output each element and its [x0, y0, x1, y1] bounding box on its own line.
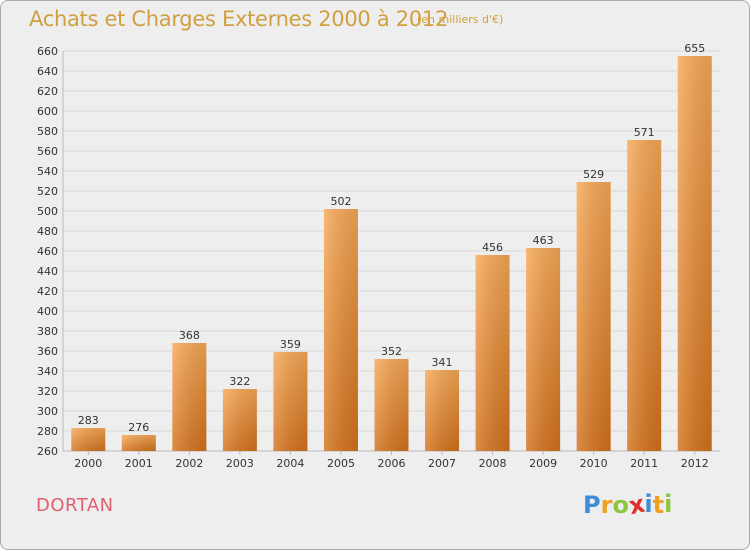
- bar-shade-2011: [627, 140, 662, 451]
- x-tick-label-2007: 2007: [428, 457, 456, 470]
- y-tick-label: 640: [37, 65, 58, 78]
- chart-title: Achats et Charges Externes 2000 à 2012: [29, 7, 449, 31]
- y-tick-label: 280: [37, 425, 58, 438]
- bar-shade-2001: [121, 435, 156, 451]
- y-tick-label: 520: [37, 185, 58, 198]
- y-tick-label: 380: [37, 325, 58, 338]
- bar-shade-2007: [425, 370, 460, 451]
- data-label-2001: 276: [128, 421, 149, 434]
- y-tick-label: 340: [37, 365, 58, 378]
- x-tick-label-2011: 2011: [630, 457, 658, 470]
- x-tick-label-2003: 2003: [226, 457, 254, 470]
- data-label-2002: 368: [179, 329, 200, 342]
- data-label-2012: 655: [684, 42, 705, 55]
- logo-letter: t: [652, 491, 665, 519]
- x-tick-label-2000: 2000: [74, 457, 102, 470]
- y-tick-label: 620: [37, 85, 58, 98]
- bar-shade-2003: [222, 389, 257, 451]
- y-tick-label: 480: [37, 225, 58, 238]
- bar-shade-2008: [475, 255, 510, 451]
- data-label-2011: 571: [634, 126, 655, 139]
- data-label-2003: 322: [229, 375, 250, 388]
- y-tick-label: 360: [37, 345, 58, 358]
- x-tick-label-2008: 2008: [479, 457, 507, 470]
- y-tick-label: 300: [37, 405, 58, 418]
- x-tick-label-2002: 2002: [175, 457, 203, 470]
- logo-letter: i: [664, 490, 673, 518]
- x-tick-label-2004: 2004: [276, 457, 304, 470]
- y-tick-label: 320: [37, 385, 58, 398]
- y-tick-label: 420: [37, 285, 58, 298]
- y-tick-label: 400: [37, 305, 58, 318]
- y-axis-ticks: 260 280 300 320 340 360 380 400 420 440 460 480 500 5…: [37, 45, 58, 458]
- y-tick-label: 660: [37, 45, 58, 58]
- bar-shade-2010: [576, 182, 611, 451]
- bar-shade-2009: [526, 248, 561, 451]
- y-tick-label: 460: [37, 245, 58, 258]
- data-label-2009: 463: [533, 234, 554, 247]
- data-labels: 283 276 368 322 359 502 352 341 456 463 529 571 655: [78, 42, 705, 434]
- proxiti-logo: Proxiti: [583, 490, 673, 521]
- data-label-2008: 456: [482, 241, 503, 254]
- bars: [71, 56, 712, 451]
- x-axis-ticks: 2000 2001 2002 2003 2004 2005 2006 2007 2008 2009…: [74, 451, 709, 470]
- bar-shade-2012: [677, 56, 712, 451]
- y-tick-label: 260: [37, 445, 58, 458]
- y-tick-label: 440: [37, 265, 58, 278]
- data-label-2005: 502: [330, 195, 351, 208]
- y-tick-label: 600: [37, 105, 58, 118]
- bar-shade-2006: [374, 359, 409, 451]
- location-name: DORTAN: [36, 495, 114, 516]
- y-tick-label: 540: [37, 165, 58, 178]
- bar-shade-2002: [172, 343, 207, 451]
- chart-subtitle: (en milliers d'€): [417, 13, 504, 26]
- x-tick-label-2012: 2012: [681, 457, 709, 470]
- logo-letter: o: [612, 491, 629, 519]
- x-tick-label-2001: 2001: [125, 457, 153, 470]
- data-label-2010: 529: [583, 168, 604, 181]
- bar-shade-2005: [323, 209, 358, 451]
- logo-letter: r: [600, 491, 613, 519]
- logo-letter: i: [644, 490, 653, 518]
- data-label-2000: 283: [78, 414, 99, 427]
- x-tick-label-2010: 2010: [580, 457, 608, 470]
- data-label-2006: 352: [381, 345, 402, 358]
- bar-shade-2000: [71, 428, 106, 451]
- logo-letter: P: [583, 491, 601, 519]
- data-label-2004: 359: [280, 338, 301, 351]
- x-tick-label-2005: 2005: [327, 457, 355, 470]
- y-tick-label: 500: [37, 205, 58, 218]
- data-label-2007: 341: [432, 356, 453, 369]
- y-tick-label: 560: [37, 145, 58, 158]
- x-tick-label-2009: 2009: [529, 457, 557, 470]
- bar-shade-2004: [273, 352, 308, 451]
- y-tick-label: 580: [37, 125, 58, 138]
- x-tick-label-2006: 2006: [378, 457, 406, 470]
